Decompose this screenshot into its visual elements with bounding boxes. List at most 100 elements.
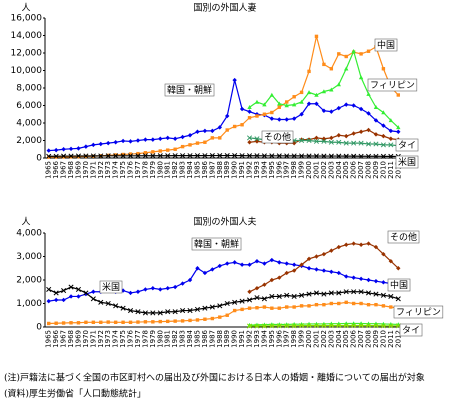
point [366,277,371,283]
point [380,153,386,159]
y-tick-label: 1,000 [16,299,42,309]
point [337,301,341,306]
x-tick-label: 1983 [179,161,187,179]
point [91,320,96,324]
x-tick-label: 1979 [149,161,157,179]
point [254,323,260,329]
series-label: タイ [402,325,420,336]
point [113,153,119,159]
point [246,135,253,141]
point [381,67,386,71]
point [373,291,379,297]
point [306,90,312,95]
x-tick-label: 2009 [372,330,380,348]
point [98,153,104,159]
point [343,140,349,146]
point [358,289,364,295]
point [269,116,275,121]
point [277,101,282,106]
point [135,138,141,143]
point [291,323,297,329]
point [83,144,89,149]
point [358,276,364,282]
point [232,308,237,313]
point [76,321,81,325]
point [269,277,275,283]
point [203,317,207,321]
point [90,296,96,302]
point [328,139,334,145]
point [187,277,193,283]
point [165,135,170,141]
point [53,297,59,303]
point [83,153,89,159]
point [69,155,73,159]
x-tick-label: 1989 [223,161,231,179]
point [313,138,320,144]
point [173,147,177,151]
x-tick-label: 1995 [268,330,276,348]
point [321,153,327,159]
point [396,125,401,130]
point [135,309,141,315]
point [374,302,378,307]
point [143,137,148,142]
point [54,155,58,159]
point [306,137,312,144]
x-tick-label: 1993 [253,161,261,179]
point [299,90,304,95]
y-tick-label: 16,000 [11,14,43,24]
x-tick-label: 1979 [149,330,157,348]
point [254,259,260,264]
point [299,137,305,144]
x-tick-label: 1968 [67,330,75,348]
point [210,128,215,134]
point [247,116,252,120]
point [328,290,334,296]
point [351,49,356,54]
point [247,105,252,110]
x-tick-label: 1992 [246,330,254,348]
x-tick-label: 1994 [260,160,268,178]
x-tick-label: 2008 [365,330,373,348]
x-tick-label: 1986 [201,160,209,178]
point [366,302,371,307]
point [113,303,119,309]
point [150,286,156,291]
point [313,153,320,159]
point [105,300,111,307]
series-line [249,242,399,293]
point [75,153,82,159]
point [68,153,74,159]
point [247,306,252,310]
point [388,153,394,159]
point [314,34,319,39]
point [84,320,88,324]
point [262,102,267,107]
x-tick-label: 1980 [156,330,164,348]
series-label: 米国 [102,281,120,293]
x-tick-label: 1968 [67,161,75,179]
point [128,139,133,144]
x-tick-label: 2012 [394,330,402,348]
point [61,321,66,325]
point [299,112,304,117]
point [314,254,319,259]
x-tick-label: 1967 [60,161,68,179]
point [261,296,267,302]
series-label: その他 [264,131,291,143]
x-tick-label: 2001 [312,161,320,179]
point [254,153,260,159]
point [210,267,215,272]
x-tick-label: 1984 [186,329,194,347]
point [284,153,290,159]
point [91,289,96,294]
point [246,323,253,329]
series-label: 韓国・朝鮮 [194,238,239,250]
point [277,260,282,265]
point [46,286,52,292]
series-line [48,259,399,302]
point [336,133,341,138]
point [351,153,357,159]
point [120,153,126,159]
